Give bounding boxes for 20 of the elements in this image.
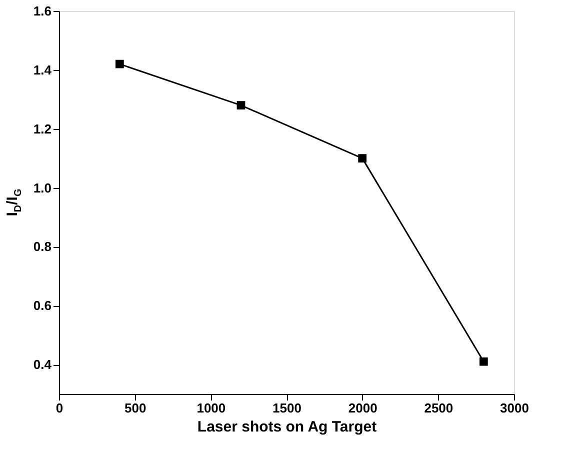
x-tick-label: 500 [124,400,146,416]
x-tick-label: 2500 [424,400,454,416]
point [479,357,488,366]
y-tick-label: 1.2 [33,121,52,136]
x-tick-label: 2000 [348,400,378,416]
y-axis-title: ID/IG [4,188,24,216]
point [236,101,246,110]
point [358,154,367,162]
y-tick-label: 0.6 [33,298,52,314]
x-tick-label: 3000 [500,400,529,416]
y-tick-label: 1.0 [33,180,52,196]
x-tick-label: 0 [56,400,64,416]
y-tick-label: 0.8 [33,239,52,254]
y-tick-label: 1.6 [33,4,52,18]
y-tick-label: 0.4 [33,357,52,372]
y-tick-label: 1.4 [33,62,52,78]
x-tick-label: 1000 [196,400,226,416]
point [115,60,124,68]
x-axis-title: Laser shots on Ag Target [197,418,377,436]
x-tick-label: 1500 [272,400,302,416]
